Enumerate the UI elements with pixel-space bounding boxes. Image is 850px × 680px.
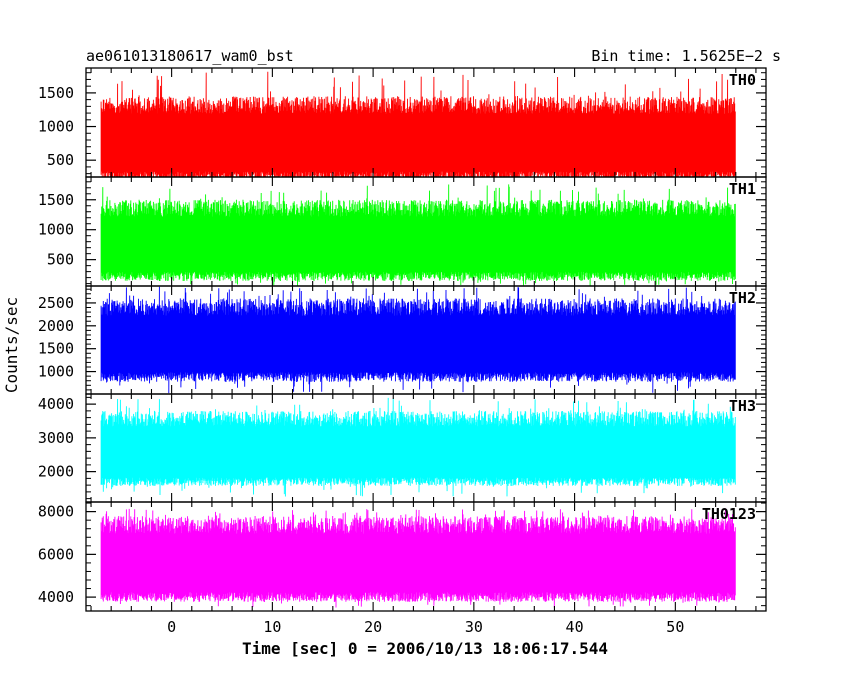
x-tick-labels: 0 10 20 30 40 50 (167, 618, 684, 636)
panel-label: TH2 (729, 289, 756, 307)
panel-label: TH1 (729, 180, 756, 198)
series-th0123 (100, 508, 736, 608)
y-tick-label: 4000 (38, 395, 74, 413)
x-tick-label: 40 (566, 618, 584, 636)
y-tick-label: 1000 (38, 363, 74, 381)
y-tick-label: 1500 (38, 191, 74, 209)
y-tick-label: 1000 (38, 118, 74, 136)
y-tick-label: 1000 (38, 221, 74, 239)
panel-label: TH0 (729, 71, 756, 89)
y-tick-label: 1500 (38, 340, 74, 358)
panel-frame (85, 501, 767, 612)
y-tick-label: 2000 (38, 463, 74, 481)
panel-th1: 500 1000 1500 TH1 (38, 176, 767, 287)
panel-th2: 1000 1500 2000 2500 TH2 (38, 285, 767, 395)
panel-th3: 2000 3000 4000 TH3 (38, 393, 767, 503)
x-tick-label: 20 (364, 618, 382, 636)
panel-th0123: 4000 6000 8000 TH0123 (38, 501, 767, 612)
x-tick-label: 50 (666, 618, 684, 636)
panels-group: 500 1000 1500 TH0 500 1000 1500 TH1 1000 1500 2000… (38, 67, 767, 612)
panel-th0: 500 1000 1500 TH0 (38, 67, 767, 178)
panel-label: TH0123 (702, 505, 756, 523)
y-tick-label: 500 (47, 251, 74, 269)
y-tick-label: 4000 (38, 588, 74, 606)
panel-label: TH3 (729, 397, 756, 415)
chart-title: ae061013180617_wam0_bst (86, 47, 294, 65)
y-axis-label: Counts/sec (2, 297, 21, 393)
y-tick-label: 2500 (38, 294, 74, 312)
series-th3 (100, 397, 736, 497)
y-tick-label: 6000 (38, 545, 74, 563)
x-tick-label: 10 (263, 618, 281, 636)
bin-time-label: Bin time: 1.5625E−2 s (591, 47, 781, 65)
x-axis-label: Time [sec] 0 = 2006/10/13 18:06:17.544 (242, 639, 608, 658)
y-tick-label: 500 (47, 151, 74, 169)
y-tick-label: 1500 (38, 84, 74, 102)
series-th2 (100, 286, 736, 394)
y-tick-label: 8000 (38, 503, 74, 521)
y-tick-label: 3000 (38, 429, 74, 447)
y-tick-label: 2000 (38, 317, 74, 335)
x-tick-label: 30 (465, 618, 483, 636)
series-th1 (100, 184, 736, 286)
series-th0 (100, 71, 736, 177)
x-tick-label: 0 (167, 618, 176, 636)
